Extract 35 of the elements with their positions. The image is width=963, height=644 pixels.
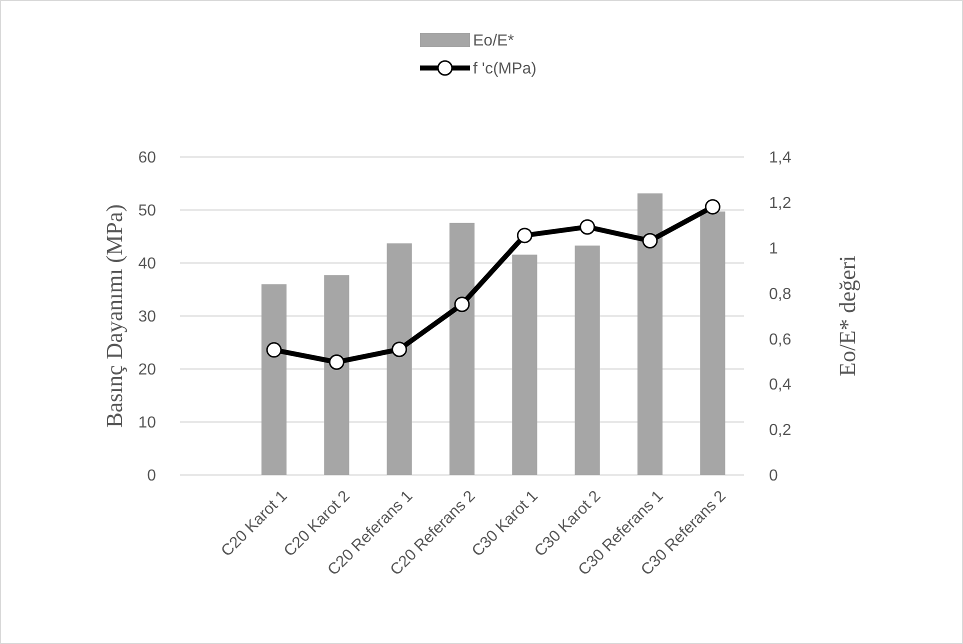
- y-tick-label: 20: [138, 362, 156, 379]
- point: [704, 199, 720, 215]
- bar: [324, 275, 350, 475]
- point: [454, 296, 470, 312]
- y-tick-label: 30: [138, 308, 156, 326]
- bar: [700, 212, 726, 475]
- bar: [449, 222, 475, 475]
- y-tick-label: 10: [138, 414, 156, 432]
- point: [580, 219, 596, 235]
- y-tick-label: 40: [138, 256, 156, 273]
- y2-tick-label: 1,4: [769, 150, 792, 167]
- y2-tick-label: 0,6: [769, 331, 792, 348]
- point: [392, 342, 408, 358]
- y2-tick-label: 0,8: [769, 286, 792, 303]
- point: [642, 232, 658, 248]
- y2-tick-label: 0,4: [769, 376, 792, 394]
- y2-tick-label: 1: [769, 240, 778, 258]
- y2-tick-label: 1,2: [769, 195, 792, 212]
- y2-tick-label: 0: [769, 468, 778, 485]
- legend-label: Eo/E*: [473, 32, 514, 50]
- bar: [574, 246, 600, 475]
- point: [328, 354, 344, 370]
- bar: [386, 243, 412, 475]
- point: [266, 342, 282, 358]
- point: [516, 228, 532, 244]
- y-tick-label: 60: [138, 150, 156, 167]
- y2-tick-label: 0,2: [769, 422, 792, 440]
- legend-label: f 'c(MPa): [473, 60, 536, 78]
- y2-axis-title: Eo/E* değeri: [835, 256, 860, 376]
- bar: [512, 254, 538, 475]
- y-tick-label: 0: [147, 468, 156, 485]
- bar: [261, 284, 287, 475]
- y-tick-label: 50: [138, 202, 156, 220]
- y-axis-title: Basınç Dayanımı (MPa): [102, 204, 127, 428]
- bar: [637, 193, 663, 475]
